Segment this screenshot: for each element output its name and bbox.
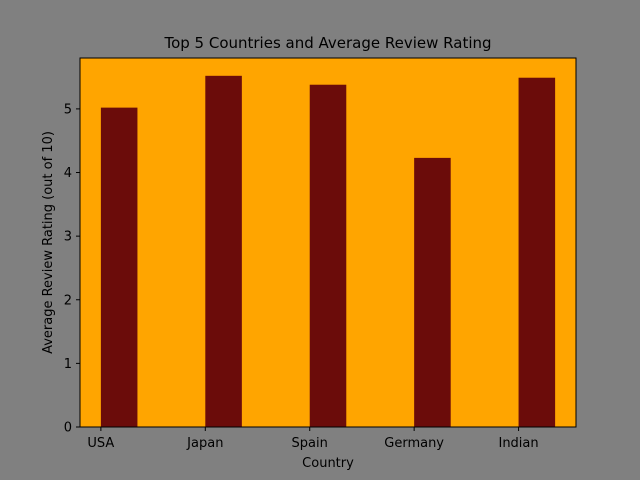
bar-japan	[205, 75, 242, 428]
bar-spain	[309, 84, 347, 427]
bar-indian	[518, 77, 556, 427]
x-tick-label: USA	[87, 436, 114, 451]
x-tick-label: Spain	[292, 436, 328, 451]
plot-frame	[79, 57, 577, 428]
y-tick-label: 2	[64, 293, 72, 308]
x-tick-label: Indian	[498, 436, 538, 451]
bars-group	[100, 75, 556, 428]
x-axis-label: Country	[302, 456, 354, 471]
chart-title: Top 5 Countries and Average Review Ratin…	[163, 34, 491, 52]
bar-usa	[100, 107, 138, 427]
y-tick-label: 1	[64, 357, 72, 372]
y-tick-label: 4	[64, 166, 72, 181]
y-tick-label: 0	[64, 421, 72, 436]
bar-germany	[414, 157, 451, 428]
y-axis-ticks: 0 1 2 3 4 5	[64, 102, 80, 436]
y-tick-label: 3	[64, 230, 72, 245]
y-tick-label: 5	[64, 102, 72, 117]
x-tick-label: Japan	[186, 436, 223, 451]
x-axis-ticks: USA Japan Spain Germany Indian	[87, 427, 539, 451]
x-tick-label: Germany	[384, 436, 444, 451]
y-axis-label: Average Review Rating (out of 10)	[41, 131, 56, 354]
